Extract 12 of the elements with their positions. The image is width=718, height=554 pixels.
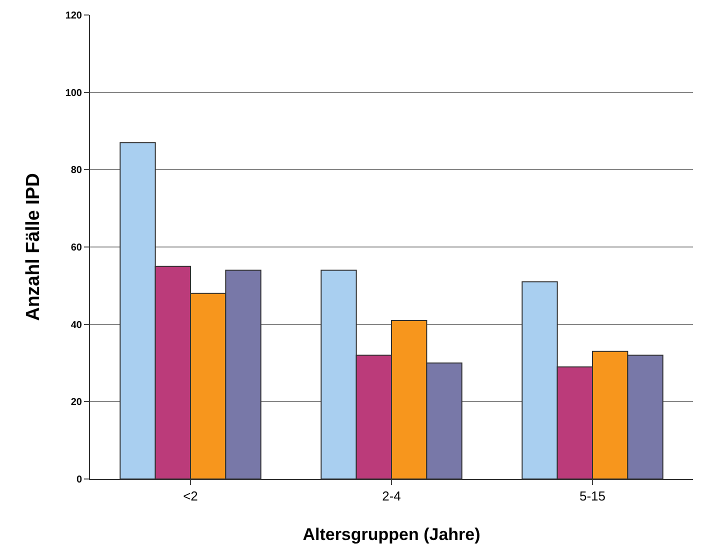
- y-tick-label: 60: [70, 242, 82, 254]
- x-tick-label: <2: [183, 488, 198, 504]
- x-tick-label: 2-4: [382, 488, 401, 504]
- y-tick-label: 120: [65, 10, 82, 22]
- y-tick-label: 20: [70, 397, 82, 408]
- x-tick-label: 5-15: [579, 488, 606, 504]
- y-tick-label: 0: [76, 474, 82, 486]
- y-tick-label: 100: [65, 88, 82, 99]
- y-tick-label: 80: [70, 165, 82, 176]
- y-axis-title: Anzahl Fälle IPD: [23, 173, 44, 321]
- x-axis-title: Altersgruppen (Jahre): [302, 525, 480, 544]
- y-tick-label: 40: [70, 320, 82, 331]
